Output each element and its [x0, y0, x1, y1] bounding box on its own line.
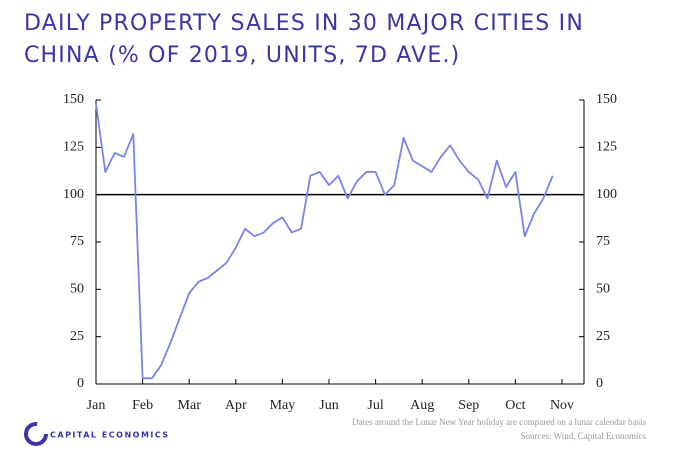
logo-mark: [24, 422, 48, 446]
x-tick-label: Jul: [367, 398, 383, 413]
y-tick-label: 50: [70, 282, 84, 297]
x-tick-label: May: [270, 398, 296, 413]
logo-text: CAPITAL ECONOMICS: [50, 431, 170, 440]
chart-title: DAILY PROPERTY SALES IN 30 MAJOR CITIES …: [24, 11, 585, 68]
x-tick-label: Mar: [178, 398, 202, 413]
x-tick-label: Feb: [132, 398, 153, 413]
x-tick-label: Oct: [505, 398, 525, 413]
y-tick-label: 125: [63, 140, 84, 155]
source: Sources: Wind, Capital Economics: [521, 431, 647, 441]
y2-tick-label: 125: [596, 140, 617, 155]
y2-tick-label: 50: [596, 282, 610, 297]
x-tick-label: Aug: [410, 398, 434, 413]
x-tick-label: Sep: [458, 398, 479, 413]
x-tick-label: Jan: [87, 398, 106, 413]
y-tick-label: 0: [77, 376, 84, 391]
y2-tick-label: 150: [596, 92, 617, 107]
x-tick-label: Apr: [225, 398, 247, 413]
y-tick-label: 150: [63, 92, 84, 107]
x-tick-label: Nov: [550, 398, 574, 413]
y-tick-label: 25: [70, 329, 84, 344]
y2-tick-label: 75: [596, 234, 610, 249]
y2-tick-label: 100: [596, 187, 617, 202]
y2-tick-label: 0: [596, 376, 603, 391]
x-tick-label: Jun: [319, 398, 338, 413]
footnote: Dates around the Lunar New Year holiday …: [352, 417, 646, 427]
data-line: [95, 103, 554, 380]
y-tick-label: 100: [63, 187, 84, 202]
y-tick-label: 75: [70, 234, 84, 249]
logo: CAPITAL ECONOMICS: [24, 422, 170, 446]
y2-tick-label: 25: [596, 329, 610, 344]
